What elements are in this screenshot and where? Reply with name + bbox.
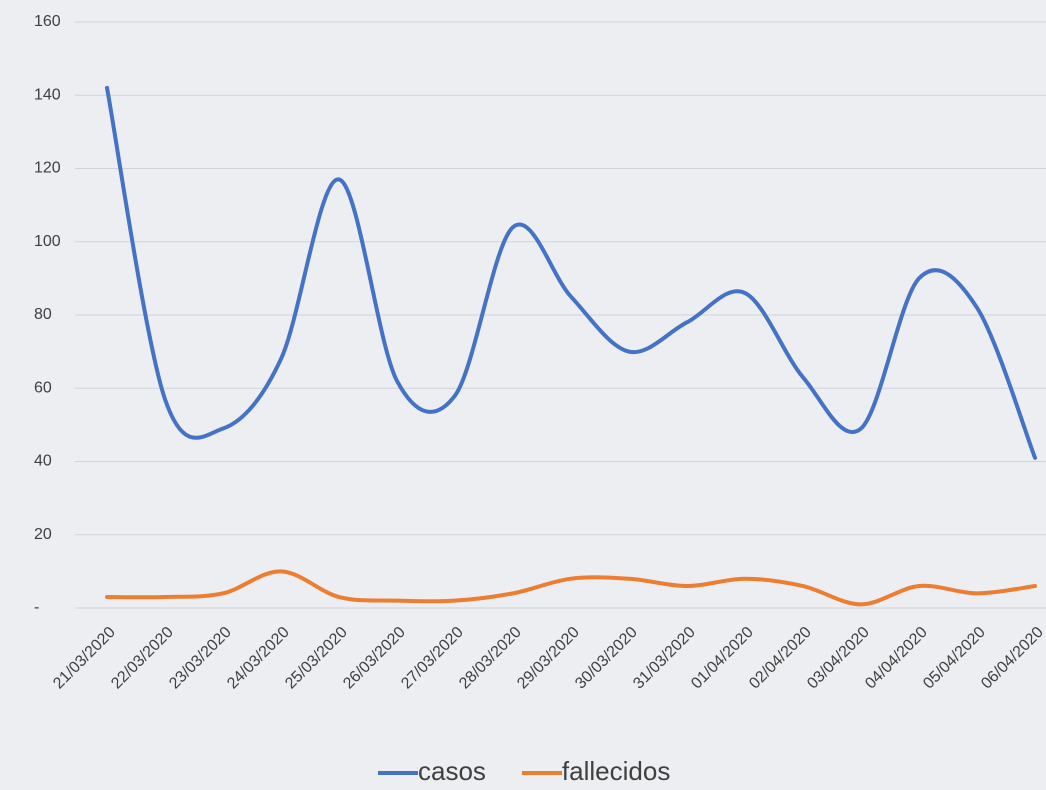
y-tick-label: 120 xyxy=(34,160,61,177)
y-tick-label: 20 xyxy=(34,526,52,543)
series-line xyxy=(105,569,1037,607)
y-tick-label: 80 xyxy=(34,306,52,323)
y-tick-label: 60 xyxy=(34,379,52,396)
y-tick-label: - xyxy=(34,599,39,616)
series-line xyxy=(105,85,1037,460)
x-tick-label: 06/04/2020 xyxy=(978,624,1046,693)
legend-label: casos xyxy=(418,756,486,786)
y-tick-label: 40 xyxy=(34,453,52,470)
y-tick-label: 140 xyxy=(34,86,61,103)
y-tick-label: 100 xyxy=(34,233,61,250)
legend-label: fallecidos xyxy=(562,756,670,786)
y-tick-label: 160 xyxy=(34,13,61,30)
